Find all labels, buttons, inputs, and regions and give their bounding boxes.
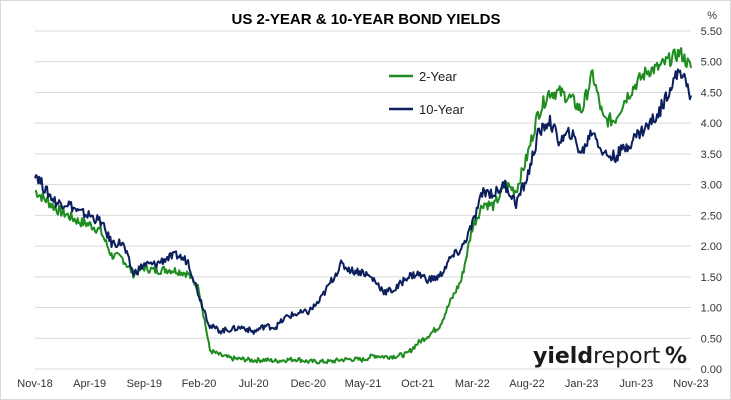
x-tick-label: Oct-21 xyxy=(401,378,434,390)
x-tick-label: Apr-19 xyxy=(73,378,106,390)
logo-percent-icon: % xyxy=(665,344,687,369)
logo-text-second: report xyxy=(593,344,661,369)
x-tick-label: Jan-23 xyxy=(565,378,599,390)
y-tick-label: 3.50 xyxy=(701,149,722,161)
x-tick-label: Jun-23 xyxy=(620,378,654,390)
logo-text-main: yield xyxy=(533,344,593,369)
x-tick-label: Feb-20 xyxy=(182,378,217,390)
legend-label-10-year: 10-Year xyxy=(419,102,465,117)
y-tick-label: 5.50 xyxy=(701,26,722,38)
x-tick-label: Nov-18 xyxy=(17,378,52,390)
x-tick-label: Aug-22 xyxy=(509,378,544,390)
yieldreport-logo: yieldreport % xyxy=(533,344,687,369)
gridlines xyxy=(35,30,691,370)
x-axis: Nov-18 Apr-19 Sep-19 Feb-20 Jul-20 Dec-20 May-… xyxy=(17,378,708,390)
y-tick-label: 2.50 xyxy=(701,210,722,222)
legend-label-2-year: 2-Year xyxy=(419,69,457,84)
y-tick-label: 2.00 xyxy=(701,241,722,253)
x-tick-label: Dec-20 xyxy=(291,378,326,390)
x-tick-label: Mar-22 xyxy=(455,378,490,390)
y-tick-label: 0.00 xyxy=(701,364,722,376)
x-tick-label: Jul-20 xyxy=(239,378,269,390)
y-tick-label: 5.00 xyxy=(701,57,722,69)
x-tick-label: Sep-19 xyxy=(127,378,162,390)
y-tick-label: 4.00 xyxy=(701,118,722,130)
logo-wordmark: yieldreport xyxy=(533,344,661,369)
y-axis: 0.00 0.50 1.00 1.50 2.00 2.50 3.00 3.50 4.00 4.50… xyxy=(701,10,722,376)
y-tick-label: 1.50 xyxy=(701,272,722,284)
chart-title: US 2-YEAR & 10-YEAR BOND YIELDS xyxy=(232,11,501,28)
series-line-2-year xyxy=(34,47,692,365)
y-tick-label: 4.50 xyxy=(701,87,722,99)
series-lines xyxy=(34,47,692,365)
y-unit-label: % xyxy=(707,10,717,22)
y-tick-label: 0.50 xyxy=(701,333,722,345)
x-tick-label: Nov-23 xyxy=(673,378,708,390)
legend: 2-Year 10-Year xyxy=(389,69,465,117)
series-line-10-year xyxy=(34,68,692,335)
y-tick-label: 1.00 xyxy=(701,303,722,315)
y-tick-label: 3.00 xyxy=(701,180,722,192)
x-tick-label: May-21 xyxy=(345,378,382,390)
